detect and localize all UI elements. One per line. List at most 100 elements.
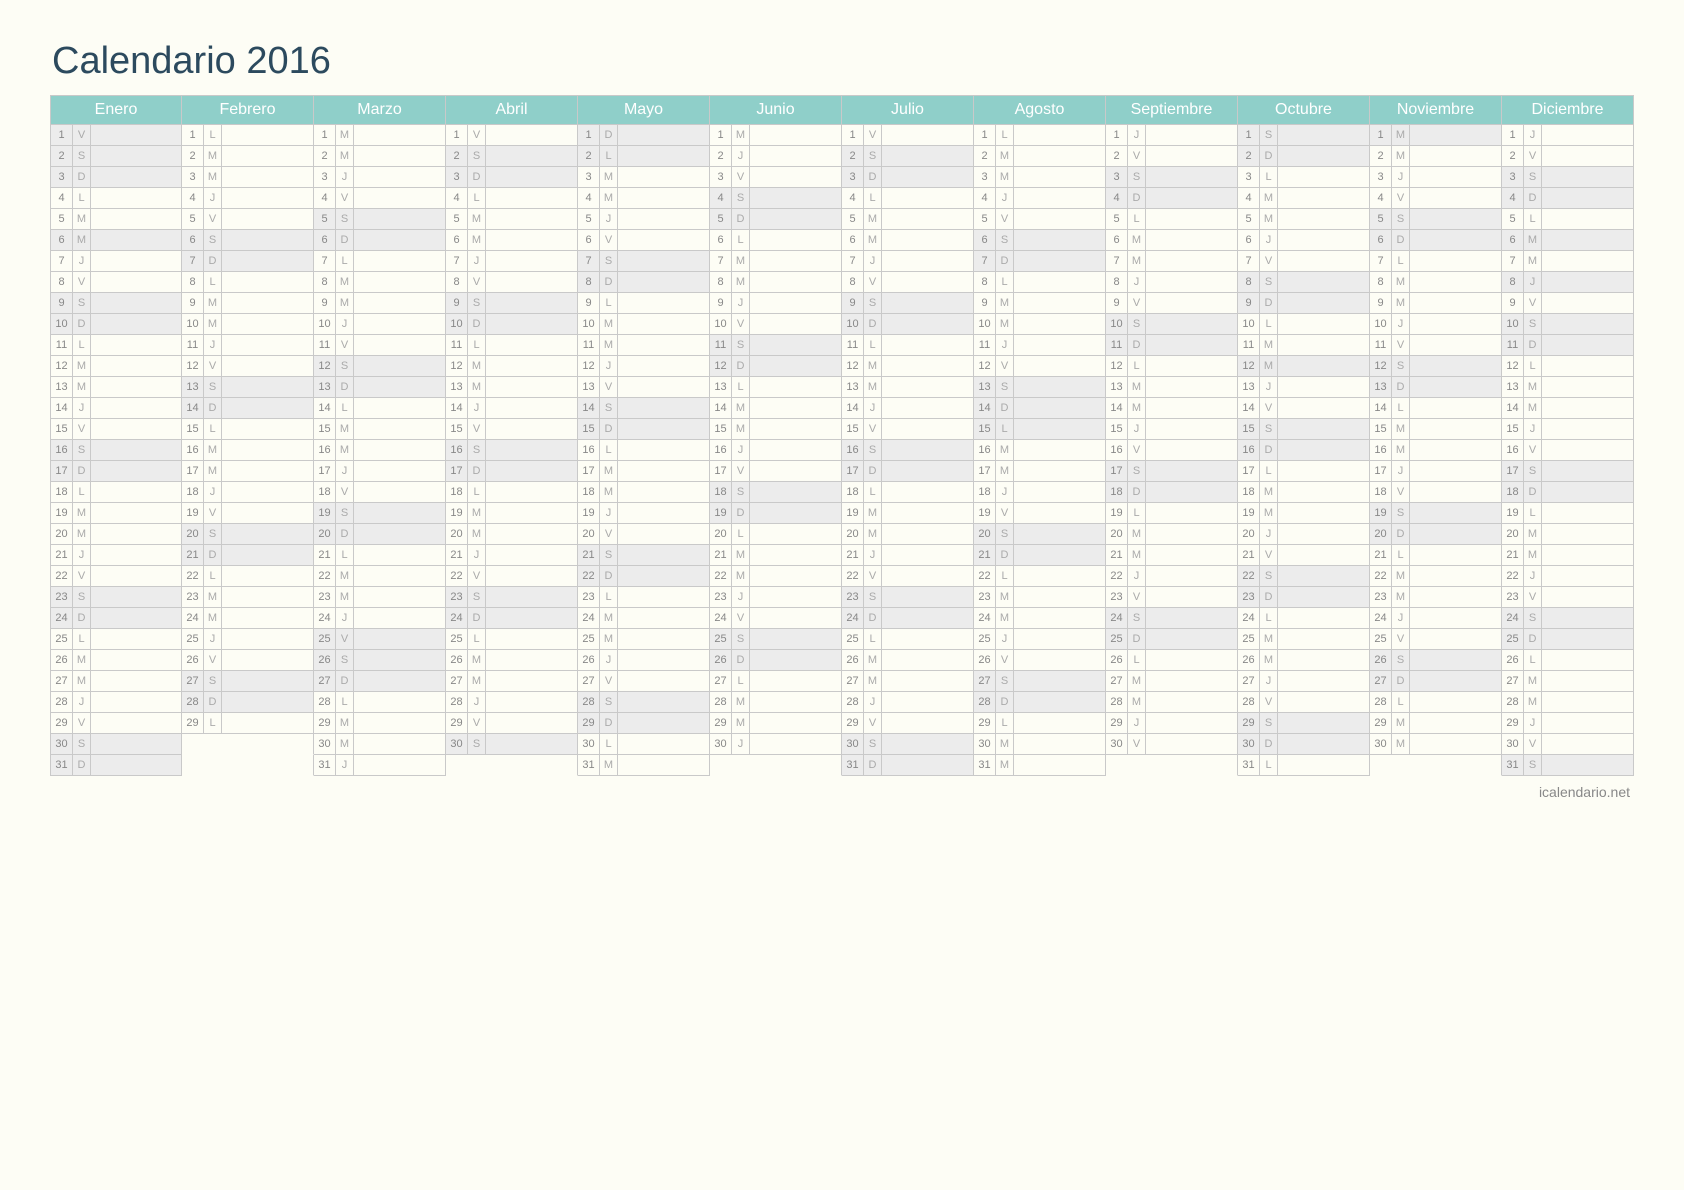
day-space [618, 692, 709, 712]
day-row: 24S [1502, 608, 1634, 629]
day-weekday: S [996, 524, 1014, 544]
day-space [91, 482, 181, 502]
day-space [1410, 671, 1501, 691]
day-space [1410, 209, 1501, 229]
day-weekday: V [996, 503, 1014, 523]
day-weekday: S [1128, 314, 1146, 334]
day-weekday: J [468, 251, 486, 271]
day-row: 16M [182, 440, 314, 461]
day-space [1542, 608, 1633, 628]
day-space [1146, 608, 1237, 628]
day-weekday: L [1128, 209, 1146, 229]
day-weekday: M [468, 650, 486, 670]
day-number: 4 [842, 188, 864, 208]
day-number: 10 [974, 314, 996, 334]
day-row: 17V [710, 461, 842, 482]
day-weekday: D [1524, 629, 1542, 649]
day-space [91, 524, 181, 544]
day-row: 28J [842, 692, 974, 713]
day-space [882, 503, 973, 523]
day-weekday: S [73, 587, 91, 607]
day-weekday: J [1260, 377, 1278, 397]
day-space [618, 398, 709, 418]
day-row: 31D [50, 755, 182, 776]
day-number: 2 [1502, 146, 1524, 166]
day-row: 6S [182, 230, 314, 251]
day-row: 11L [50, 335, 182, 356]
day-row: 3L [1238, 167, 1370, 188]
day-number: 6 [842, 230, 864, 250]
day-number: 8 [1502, 272, 1524, 292]
day-space [618, 419, 709, 439]
day-row: 12M [842, 356, 974, 377]
day-weekday: V [336, 629, 354, 649]
day-weekday: V [1260, 251, 1278, 271]
day-weekday: D [468, 461, 486, 481]
day-number: 30 [1370, 734, 1392, 754]
day-space [750, 419, 841, 439]
day-number: 26 [446, 650, 468, 670]
day-space [91, 209, 181, 229]
day-number: 3 [1370, 167, 1392, 187]
day-weekday: M [468, 524, 486, 544]
day-weekday: D [1260, 734, 1278, 754]
day-weekday: L [1260, 314, 1278, 334]
day-space [222, 440, 313, 460]
day-space [1146, 356, 1237, 376]
day-space [91, 608, 181, 628]
day-space [1146, 272, 1237, 292]
day-number: 16 [446, 440, 468, 460]
day-space [1278, 251, 1369, 271]
day-row: 18V [1370, 482, 1502, 503]
day-row: 26M [446, 650, 578, 671]
day-row: 13M [842, 377, 974, 398]
day-space [354, 692, 445, 712]
day-number: 20 [314, 524, 336, 544]
day-row: 11L [446, 335, 578, 356]
day-space [1278, 209, 1369, 229]
day-number: 23 [578, 587, 600, 607]
day-number: 11 [842, 335, 864, 355]
day-space [1146, 230, 1237, 250]
day-space [222, 188, 313, 208]
day-row: 2M [1370, 146, 1502, 167]
day-number: 1 [1238, 125, 1260, 145]
day-number: 7 [51, 251, 73, 271]
day-space [222, 272, 313, 292]
day-number: 23 [710, 587, 732, 607]
day-number: 28 [710, 692, 732, 712]
day-row: 27M [50, 671, 182, 692]
day-number: 15 [51, 419, 73, 439]
day-number: 11 [710, 335, 732, 355]
day-row: 22M [314, 566, 446, 587]
day-weekday: L [1524, 356, 1542, 376]
day-weekday: J [204, 629, 222, 649]
day-row: 12M [1238, 356, 1370, 377]
day-number: 15 [314, 419, 336, 439]
day-number: 8 [710, 272, 732, 292]
day-number: 4 [578, 188, 600, 208]
day-weekday: S [468, 440, 486, 460]
day-row: 12S [314, 356, 446, 377]
day-weekday: V [204, 503, 222, 523]
day-space [1542, 293, 1633, 313]
day-weekday: L [1128, 503, 1146, 523]
day-weekday: D [732, 503, 750, 523]
day-row: 18D [1106, 482, 1238, 503]
day-weekday: M [1524, 692, 1542, 712]
day-weekday: M [204, 167, 222, 187]
day-weekday: L [336, 251, 354, 271]
day-number: 16 [1370, 440, 1392, 460]
day-weekday: L [600, 293, 618, 313]
day-number: 18 [51, 482, 73, 502]
day-weekday: M [996, 167, 1014, 187]
day-row [446, 755, 578, 776]
day-weekday: V [204, 650, 222, 670]
day-row: 23V [1502, 587, 1634, 608]
day-number: 10 [446, 314, 468, 334]
day-space [1410, 398, 1501, 418]
day-space [91, 377, 181, 397]
day-space [618, 587, 709, 607]
day-number: 22 [710, 566, 732, 586]
day-weekday: V [73, 272, 91, 292]
